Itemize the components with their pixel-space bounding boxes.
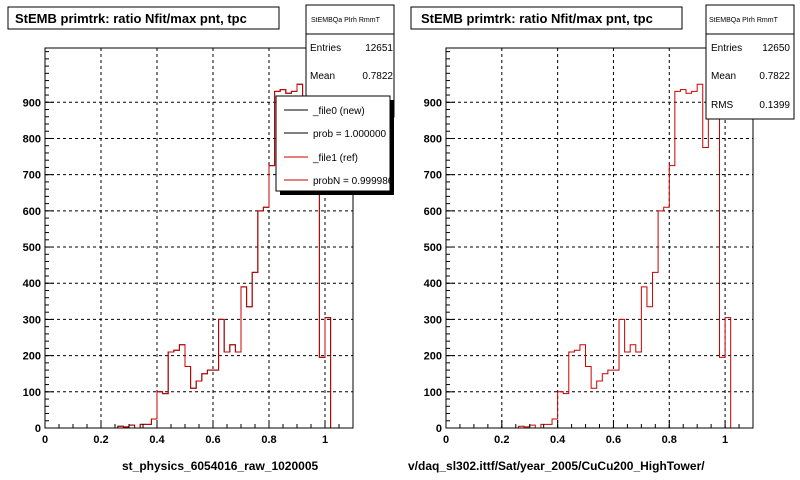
right-histogram-series-0 bbox=[446, 80, 753, 429]
left-stats-mean-value: 0.7822 bbox=[362, 71, 393, 82]
right-y-tick-label: 800 bbox=[424, 133, 442, 145]
right-stats-mean-label: Mean bbox=[711, 71, 736, 82]
right-stats-rms-value: 0.1399 bbox=[759, 100, 790, 111]
left-y-tick-label: 0 bbox=[35, 423, 41, 435]
right-y-tick-label: 300 bbox=[424, 314, 442, 326]
left-y-tick-label: 200 bbox=[23, 351, 41, 363]
right-chart-title: StEMB primtrk: ratio Nfit/max pnt, tpc bbox=[421, 11, 653, 26]
left-stats-mean-label: Mean bbox=[310, 71, 335, 82]
left-y-tick-label: 500 bbox=[23, 242, 41, 254]
right-x-tick-label: 0.2 bbox=[494, 434, 509, 446]
right-y-tick-label: 0 bbox=[436, 423, 442, 435]
right-x-tick-label: 0.4 bbox=[550, 434, 566, 446]
left-x-tick-label: 0.2 bbox=[93, 434, 108, 446]
left-y-tick-label: 100 bbox=[23, 387, 41, 399]
right-axis-ticks: 0 0.2 0.4 0.6 0.8 1 0 100 200 300 400 500 600 700 800 9… bbox=[424, 51, 754, 446]
left-y-tick-label: 600 bbox=[23, 206, 41, 218]
left-axis-ticks: 0 0.2 0.4 0.6 0.8 1 0 100 200 300 400 500 600 700 800 9… bbox=[23, 51, 354, 446]
right-y-tick-label: 100 bbox=[424, 387, 442, 399]
right-x-axis-title: v/daq_sl302.ittf/Sat/year_2005/CuCu200_H… bbox=[408, 459, 705, 473]
left-x-tick-label: 0.6 bbox=[205, 434, 220, 446]
left-y-tick-label: 900 bbox=[23, 97, 41, 109]
left-stats-entries-value: 12651 bbox=[365, 43, 393, 54]
right-y-tick-label: 600 bbox=[424, 206, 442, 218]
left-chart-title: StEMB primtrk: ratio Nfit/max pnt, tpc bbox=[15, 11, 247, 26]
right-stats-box: StEMBQa PIrh RmmT Entries 12650 Mean 0.7… bbox=[705, 4, 795, 120]
right-y-tick-label: 500 bbox=[424, 242, 442, 254]
right-y-tick-label: 200 bbox=[424, 351, 442, 363]
left-y-tick-label: 700 bbox=[23, 170, 41, 182]
left-title-box bbox=[7, 6, 280, 30]
right-x-tick-label: 1 bbox=[722, 434, 728, 446]
left-x-tick-label: 0 bbox=[42, 434, 48, 446]
right-stats-mean-value: 0.7822 bbox=[759, 71, 790, 82]
right-stats-rms-label: RMS bbox=[711, 100, 734, 111]
right-y-tick-label: 900 bbox=[424, 97, 442, 109]
left-histogram-series-1 bbox=[45, 80, 353, 429]
right-histogram-panel: 0 0.2 0.4 0.6 0.8 1 0 100 200 300 400 500 600 700 800 9… bbox=[408, 4, 795, 473]
left-y-tick-label: 800 bbox=[23, 133, 41, 145]
right-histogram-lines bbox=[446, 80, 753, 429]
left-y-tick-label: 400 bbox=[23, 278, 41, 290]
right-x-tick-label: 0.8 bbox=[662, 434, 677, 446]
legend-label-probN: probN = 0.999986 bbox=[313, 176, 394, 187]
right-x-tick-label: 0.6 bbox=[606, 434, 621, 446]
left-x-tick-label: 1 bbox=[322, 434, 328, 446]
legend-label-file0: _file0 (new) bbox=[312, 106, 365, 117]
left-histogram-lines bbox=[45, 80, 353, 429]
left-stats-name: StEMBQa PIrh RmmT bbox=[311, 17, 381, 24]
left-y-tick-label: 300 bbox=[23, 314, 41, 326]
right-y-tick-label: 400 bbox=[424, 278, 442, 290]
right-y-tick-label: 700 bbox=[424, 170, 442, 182]
right-x-tick-label: 0 bbox=[443, 434, 449, 446]
right-title-box bbox=[410, 6, 683, 30]
legend-label-file1: _file1 (ref) bbox=[312, 153, 358, 164]
right-stats-name: StEMBQa PIrh RmmT bbox=[709, 17, 779, 24]
left-x-axis-title: st_physics_6054016_raw_1020005 bbox=[122, 459, 318, 473]
left-histogram-panel: 0 0.2 0.4 0.6 0.8 1 0 100 200 300 400 500 600 700 800 9… bbox=[7, 4, 395, 473]
left-x-tick-label: 0.8 bbox=[261, 434, 276, 446]
left-legend: _file0 (new) prob = 1.000000 _file1 (ref… bbox=[275, 95, 394, 195]
right-stats-entries-value: 12650 bbox=[762, 43, 790, 54]
legend-label-prob: prob = 1.000000 bbox=[313, 129, 387, 140]
right-stats-entries-label: Entries bbox=[711, 43, 742, 54]
left-x-tick-label: 0.4 bbox=[149, 434, 165, 446]
left-stats-entries-label: Entries bbox=[310, 43, 341, 54]
